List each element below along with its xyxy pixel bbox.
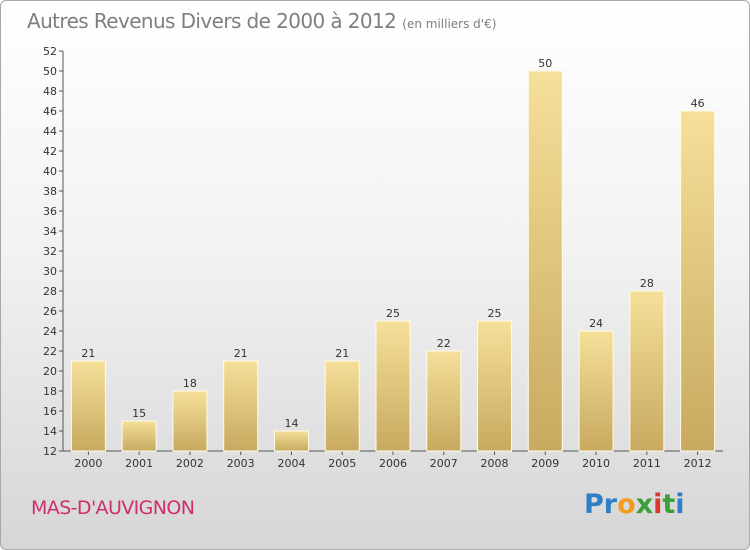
value-label: 18 [183,377,197,390]
y-tick-label: 38 [43,185,57,198]
bar-2005 [324,360,360,452]
value-label: 46 [691,97,705,110]
x-tick-label: 2011 [633,457,661,470]
y-tick-label: 18 [43,385,57,398]
y-tick-label: 28 [43,285,57,298]
y-tick-label: 48 [43,85,57,98]
value-label: 15 [132,407,146,420]
value-label: 21 [81,347,95,360]
value-label: 21 [234,347,248,360]
title-text: Autres Revenus Divers de 2000 à 2012 [27,9,397,33]
x-tick-label: 2007 [430,457,458,470]
logo-letter: r [603,489,618,520]
bar-2007 [426,350,462,452]
bar-2001 [121,420,157,452]
x-tick-label: 2001 [125,457,153,470]
bar-2010 [578,330,614,452]
bars [70,70,716,452]
axes: 12 14 16 18 20 22 24 26 28 30 32 34 36 38 40 42 44 46 48 50… [43,45,723,470]
value-label: 28 [640,277,654,290]
y-tick-label: 36 [43,205,57,218]
value-label: 25 [488,307,502,320]
value-labels: 21 15 18 21 14 21 25 22 25 50 24 28 46 [81,57,704,430]
chart-title: Autres Revenus Divers de 2000 à 2012 (en … [27,9,496,33]
x-tick-label: 2008 [481,457,509,470]
logo-letter: o [617,489,636,520]
bar-2009 [527,70,563,452]
value-label: 24 [589,317,603,330]
bar-2003 [223,360,259,452]
y-tick-label: 22 [43,345,57,358]
y-tick-label: 32 [43,245,57,258]
value-label: 50 [538,57,552,70]
value-label: 14 [284,417,298,430]
y-tick-label: 12 [43,445,57,458]
value-label: 25 [386,307,400,320]
y-tick-label: 50 [43,65,57,78]
x-tick-label: 2010 [582,457,610,470]
y-tick-label: 34 [43,225,57,238]
title-unit: (en milliers d'€) [402,17,497,31]
logo-letter: i [675,489,685,520]
logo-letter: i [653,489,663,520]
x-tick-label: 2005 [328,457,356,470]
logo-letter: t [662,489,676,520]
bar-2011 [629,290,665,452]
y-tick-label: 52 [43,45,57,58]
y-tick-label: 26 [43,305,57,318]
y-tick-label: 30 [43,265,57,278]
bar-2006 [375,320,411,452]
y-tick-label: 44 [43,125,57,138]
logo-letter: P [584,489,604,520]
bar-2004 [273,430,309,452]
x-tick-label: 2012 [684,457,712,470]
y-tick-label: 46 [43,105,57,118]
bar-2002 [172,390,208,452]
y-tick-label: 42 [43,145,57,158]
y-tick-label: 40 [43,165,57,178]
y-tick-label: 16 [43,405,57,418]
value-label: 22 [437,337,451,350]
proxiti-logo: Proxiti [584,489,685,520]
x-tick-label: 2002 [176,457,204,470]
x-tick-label: 2009 [531,457,559,470]
x-tick-label: 2006 [379,457,407,470]
y-tick-label: 14 [43,425,57,438]
bar-2008 [477,320,513,452]
bar-2012 [680,110,716,452]
logo-letter: x [635,489,654,520]
commune-name: MAS-D'AUVIGNON [31,497,195,519]
y-tick-label: 20 [43,365,57,378]
y-tick-label: 24 [43,325,57,338]
x-tick-label: 2000 [74,457,102,470]
x-tick-label: 2003 [227,457,255,470]
x-tick-label: 2004 [277,457,305,470]
value-label: 21 [335,347,349,360]
bar-2000 [70,360,106,452]
